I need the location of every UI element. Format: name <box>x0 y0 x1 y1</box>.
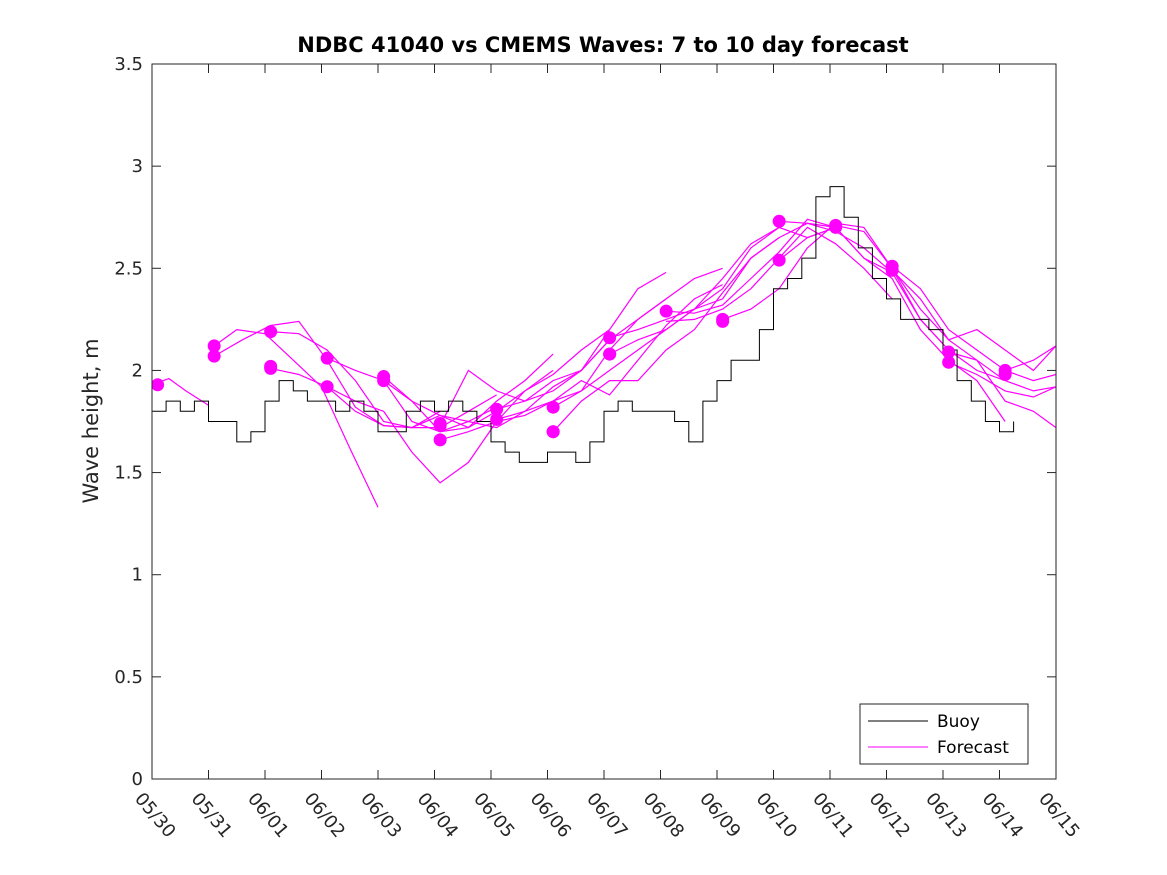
forecast-marker <box>207 349 221 363</box>
forecast-marker <box>433 433 447 447</box>
forecast-line <box>270 367 497 429</box>
y-axis-label: Wave height, m <box>79 338 103 503</box>
forecast-line <box>948 361 1056 398</box>
y-tick-label: 1 <box>132 565 143 586</box>
chart-title: NDBC 41040 vs CMEMS Waves: 7 to 10 day f… <box>297 33 908 57</box>
x-tick-label: 06/15 <box>1034 789 1083 842</box>
forecast-line <box>270 331 497 429</box>
y-tick-label: 0.5 <box>114 667 143 688</box>
forecast-marker <box>320 380 334 394</box>
x-tick-label: 06/08 <box>639 789 688 842</box>
legend-box <box>859 703 1029 765</box>
forecast-marker <box>152 378 165 392</box>
series-layer <box>152 186 1056 508</box>
forecast-line <box>891 265 1056 382</box>
forecast-line <box>722 222 950 351</box>
forecast-marker <box>829 220 843 234</box>
forecast-line <box>948 351 1056 429</box>
forecast-marker <box>490 412 504 426</box>
forecast-marker <box>320 351 334 365</box>
forecast-marker <box>546 400 560 414</box>
forecast-marker <box>264 325 278 339</box>
x-tick-label: 06/06 <box>526 789 575 842</box>
forecast-marker <box>433 417 447 431</box>
y-tick-label: 2 <box>132 360 143 381</box>
forecast-line <box>213 328 379 508</box>
forecast-marker <box>772 253 786 267</box>
forecast-marker <box>603 347 617 361</box>
forecast-line <box>439 271 667 426</box>
y-tick-label: 1.5 <box>114 463 143 484</box>
forecast-line <box>326 369 554 484</box>
forecast-line <box>1004 345 1056 371</box>
forecast-line <box>609 222 836 355</box>
x-tick-label: 05/30 <box>130 789 179 842</box>
legend-label-buoy: Buoy <box>937 712 980 732</box>
x-tick-label: 06/11 <box>808 789 857 842</box>
forecast-marker <box>942 355 956 369</box>
buoy-line <box>152 186 1015 463</box>
x-tick-label: 06/02 <box>300 789 349 842</box>
forecast-line <box>496 284 723 421</box>
x-tick-label: 06/09 <box>695 789 744 842</box>
x-tick-label: 06/07 <box>582 789 631 842</box>
legend-label-forecast: Forecast <box>937 738 1009 758</box>
x-tick-label: 06/03 <box>356 789 405 842</box>
x-tick-label: 06/14 <box>978 789 1027 842</box>
forecast-marker <box>885 263 899 277</box>
forecast-marker <box>998 368 1012 382</box>
y-tick-label: 2.5 <box>114 258 143 279</box>
forecast-marker <box>207 339 221 353</box>
forecast-marker <box>659 304 673 318</box>
y-tick-label: 0 <box>132 769 143 790</box>
forecast-marker <box>942 345 956 359</box>
x-tick-label: 06/13 <box>921 789 970 842</box>
forecast-line <box>383 339 611 433</box>
forecast-marker <box>264 359 278 373</box>
x-tick-label: 06/10 <box>752 789 801 842</box>
legend: Buoy Forecast <box>859 703 1029 765</box>
x-tick-label: 06/12 <box>865 789 914 842</box>
forecast-marker <box>716 312 730 326</box>
forecast-line <box>609 226 836 339</box>
forecast-line <box>552 237 780 433</box>
forecast-marker <box>546 425 560 439</box>
x-tick-label: 06/01 <box>243 789 292 842</box>
forecast-marker <box>490 402 504 416</box>
y-tick-label: 3.5 <box>114 54 143 75</box>
y-axis-ticks: 0 0.5 1 1.5 2 2.5 3 3.5 <box>114 54 1056 790</box>
x-tick-label: 06/04 <box>413 789 462 842</box>
forecast-line <box>778 226 1006 422</box>
x-tick-label: 05/31 <box>187 789 236 842</box>
x-tick-label: 06/05 <box>469 789 518 842</box>
forecast-marker <box>603 331 617 345</box>
forecast-marker <box>772 214 786 228</box>
y-tick-label: 3 <box>132 156 143 177</box>
forecast-marker <box>377 374 391 388</box>
